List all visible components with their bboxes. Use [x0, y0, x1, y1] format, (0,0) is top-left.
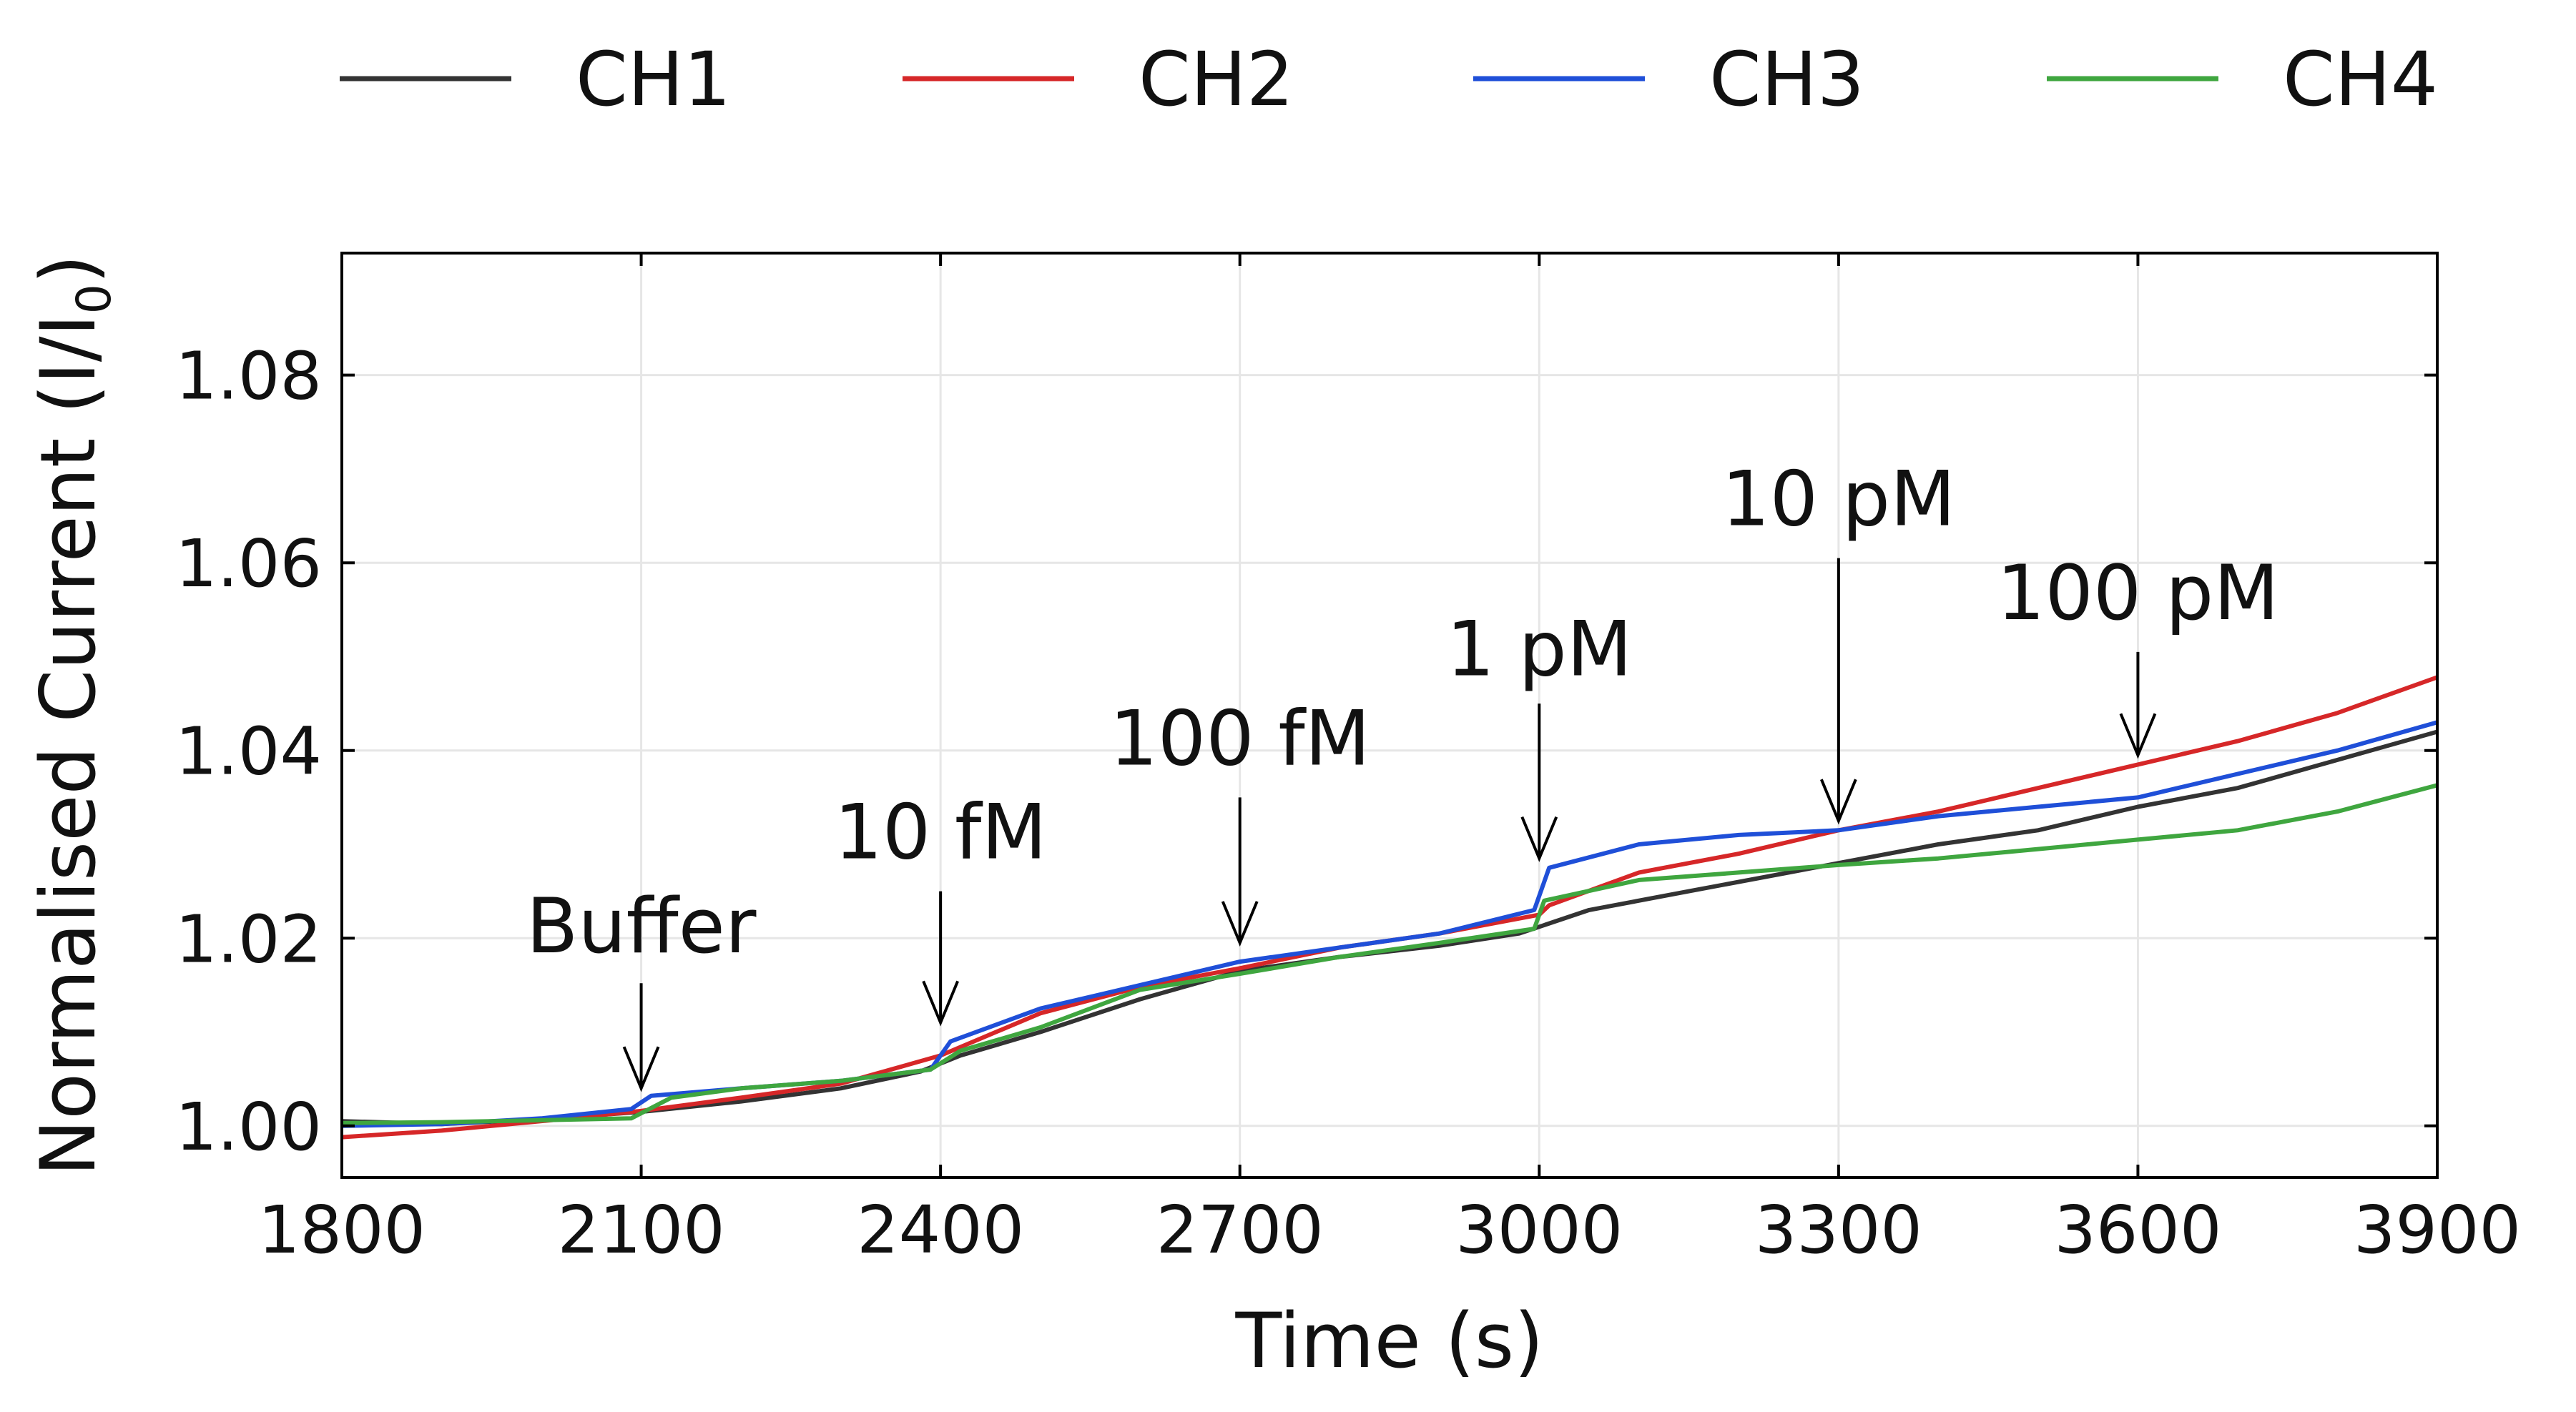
legend: CH1 CH2 CH3 CH4 [340, 36, 2438, 123]
x-tick-label: 2100 [558, 1192, 725, 1268]
y-tick-label: 1.08 [175, 338, 322, 415]
y-tick-label: 1.04 [175, 714, 322, 790]
y-tick-label: 1.02 [175, 901, 322, 977]
annotation-arrow-head [2119, 713, 2157, 759]
x-tick-label: 3000 [1455, 1192, 1623, 1268]
series-line-ch4 [341, 783, 2438, 1125]
y-tick-label: 1.06 [175, 525, 322, 602]
annotation-arrow-head [922, 980, 959, 1027]
x-tick-label: 2700 [1156, 1192, 1324, 1268]
annotation-arrow-head [1820, 779, 1857, 825]
legend-label-ch1: CH1 [576, 36, 731, 123]
legend-label-ch3: CH3 [1709, 36, 1864, 123]
annotation-label: 100 fM [1109, 694, 1370, 782]
x-axis-title: Time (s) [1234, 1297, 1543, 1385]
annotation-label: 10 fM [834, 789, 1046, 877]
legend-label-ch2: CH2 [1139, 36, 1294, 123]
x-tick-label: 2400 [857, 1192, 1024, 1268]
plot-area [341, 675, 2439, 1140]
y-axis-title-subscript: 0 [67, 284, 122, 314]
annotations: Buffer 10 fM 100 fM 1 pM 10 pM 100 pM [526, 455, 2279, 1092]
x-tick-label: 3900 [2354, 1192, 2521, 1268]
annotation-arrow-head [622, 1046, 660, 1092]
x-tick-label: 3600 [2054, 1192, 2221, 1268]
y-tick-label: 1.00 [175, 1089, 322, 1165]
annotation-label: 10 pM [1721, 455, 1955, 543]
y-axis-title-tail: ) [24, 255, 112, 284]
axis-ticks: 1800 2100 2400 2700 3000 3300 3600 3900 1.00 1.02… [175, 253, 2521, 1268]
annotation-label: 1 pM [1446, 606, 1632, 693]
y-axis-title-main: Normalised Current (I/I [24, 314, 112, 1176]
y-axis-title: Normalised Current (I/I0) [24, 255, 122, 1176]
x-tick-label: 1800 [258, 1192, 426, 1268]
legend-label-ch4: CH4 [2283, 36, 2438, 123]
annotation-arrow-head [1221, 901, 1259, 947]
series-line-ch3 [341, 720, 2438, 1128]
annotation-label: 100 pM [1997, 549, 2279, 637]
x-tick-label: 3300 [1755, 1192, 1922, 1268]
annotation-label: Buffer [526, 882, 757, 970]
annotation-arrow-head [1520, 816, 1558, 862]
plot-frame [340, 252, 2439, 1179]
